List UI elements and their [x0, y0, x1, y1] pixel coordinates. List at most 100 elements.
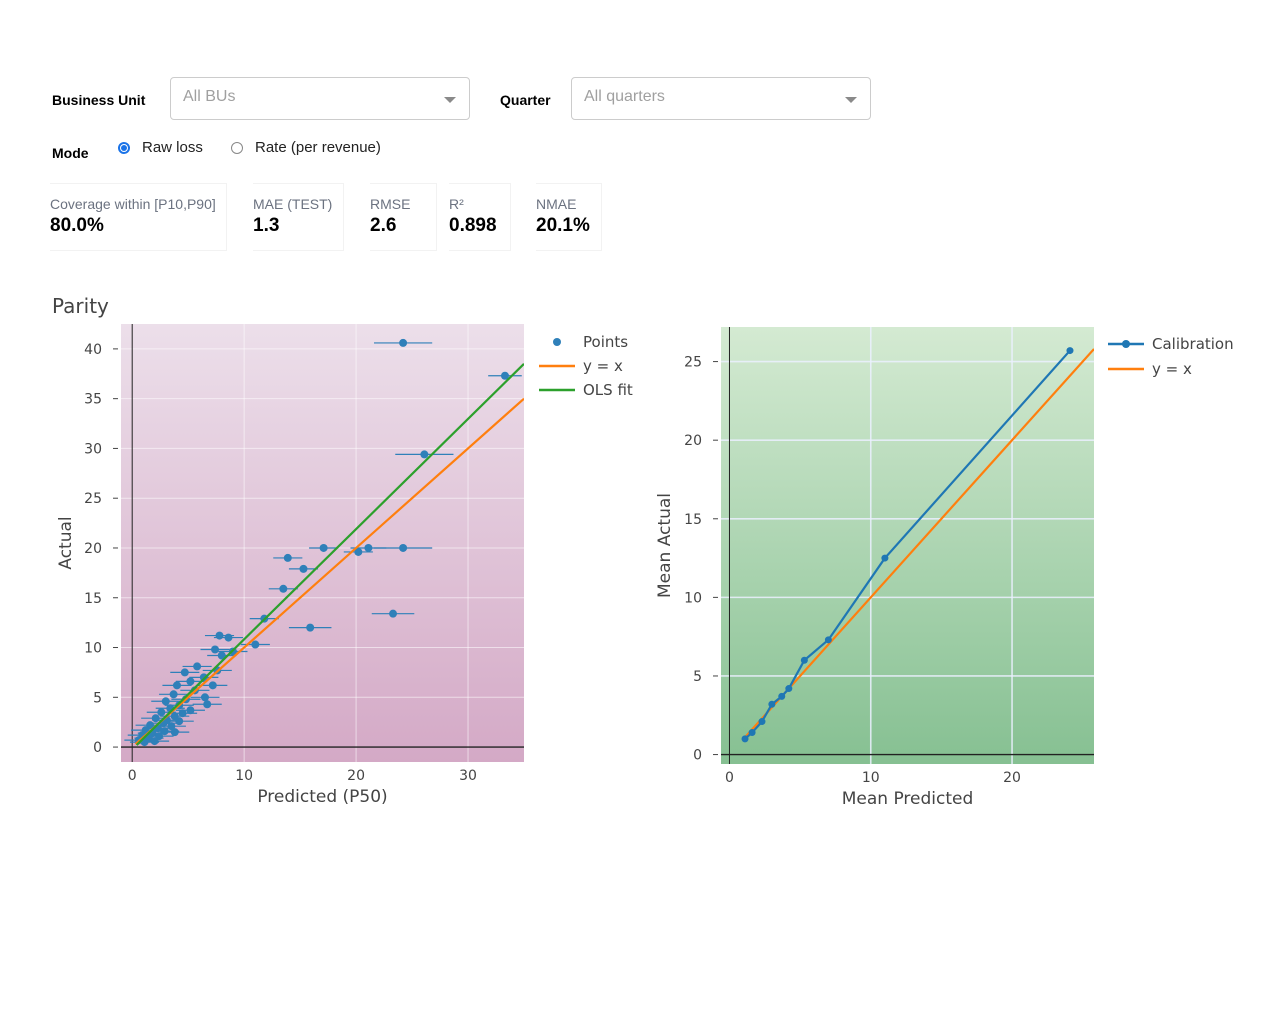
data-point — [160, 727, 169, 736]
x-tick-label: 10 — [862, 770, 880, 786]
y-tick-label: 5 — [693, 669, 702, 685]
data-point — [224, 633, 233, 642]
mode-label: Mode — [52, 145, 89, 161]
y-tick-label: 20 — [684, 433, 702, 449]
kpi-label: MAE (TEST) — [253, 196, 333, 212]
data-point — [399, 543, 408, 552]
mode-option-rate[interactable]: Rate (per revenue) — [231, 139, 381, 156]
x-tick-label: 0 — [725, 770, 734, 786]
kpi-value: 0.898 — [449, 215, 497, 236]
y-tick-label: 10 — [84, 641, 102, 657]
calibration-point — [778, 692, 786, 700]
plot-background — [721, 327, 1094, 764]
data-point — [500, 371, 509, 380]
kpi-value: 20.1% — [536, 215, 590, 236]
data-point — [175, 717, 184, 726]
y-tick-label: 25 — [84, 491, 102, 507]
data-point — [399, 338, 408, 347]
data-point — [215, 631, 224, 640]
data-point — [364, 543, 373, 552]
data-point — [151, 714, 160, 723]
identity-line — [742, 348, 1094, 740]
x-axis-label: Predicted (P50) — [257, 787, 387, 807]
radio-selected-icon[interactable] — [118, 141, 130, 154]
data-point — [306, 623, 315, 632]
y-tick-label: 20 — [84, 541, 102, 557]
y-tick-label: 10 — [684, 590, 702, 606]
legend-label: OLS fit — [583, 381, 633, 399]
data-point — [161, 697, 170, 706]
data-point — [203, 700, 212, 709]
data-point — [420, 450, 429, 459]
y-tick-label: 0 — [693, 748, 702, 764]
kpi-card-coverage: Coverage within [P10,P90] 80.0% — [50, 183, 227, 251]
data-point — [180, 668, 189, 677]
data-point — [354, 547, 363, 556]
business-unit-placeholder: All BUs — [183, 88, 236, 105]
data-point — [193, 662, 202, 671]
x-tick-label: 10 — [235, 768, 253, 784]
data-point — [208, 681, 217, 690]
calibration-point — [785, 685, 793, 693]
kpi-value: 1.3 — [253, 215, 280, 236]
calibration-point — [741, 735, 749, 743]
y-axis-label: Actual — [56, 516, 76, 569]
kpi-label: Coverage within [P10,P90] — [50, 196, 216, 212]
y-tick-label: 0 — [93, 740, 102, 756]
mode-option-raw-loss-label: Raw loss — [142, 139, 203, 156]
data-point — [211, 645, 220, 654]
data-point — [167, 722, 176, 731]
x-tick-label: 0 — [128, 768, 137, 784]
calibration-point — [800, 656, 808, 664]
kpi-label: NMAE — [536, 196, 577, 212]
y-tick-label: 5 — [93, 690, 102, 706]
plot-background — [121, 324, 524, 762]
chevron-down-icon — [845, 97, 857, 103]
data-point — [178, 709, 187, 718]
data-point — [169, 690, 178, 699]
data-point — [150, 737, 159, 746]
calibration-point — [824, 636, 832, 644]
legend-label: Calibration — [1152, 335, 1234, 353]
data-point — [319, 543, 328, 552]
x-tick-label: 30 — [459, 768, 477, 784]
quarter-placeholder: All quarters — [584, 88, 665, 105]
data-point — [199, 673, 208, 682]
kpi-label: RMSE — [370, 196, 411, 212]
calibration-point — [768, 700, 776, 708]
chevron-down-icon — [444, 97, 456, 103]
data-point — [217, 651, 226, 660]
ols-fit-line — [135, 363, 524, 746]
calibration-plot-area — [741, 347, 1094, 743]
data-point — [157, 708, 166, 717]
radio-unselected-icon[interactable] — [231, 141, 243, 154]
quarter-label: Quarter — [500, 92, 551, 108]
business-unit-dropdown[interactable]: All BUs — [170, 77, 470, 120]
data-point — [186, 706, 195, 715]
calibration-point — [1066, 347, 1074, 355]
y-tick-label: 30 — [84, 441, 102, 457]
data-point — [172, 681, 181, 690]
data-point — [186, 677, 195, 686]
y-axis-label: Mean Actual — [655, 493, 675, 598]
quarter-dropdown[interactable]: All quarters — [571, 77, 871, 120]
x-tick-label: 20 — [347, 768, 365, 784]
data-point — [299, 564, 308, 573]
mode-option-rate-label: Rate (per revenue) — [255, 139, 381, 156]
calibration-point — [881, 554, 889, 562]
x-tick-label: 20 — [1003, 770, 1021, 786]
kpi-card-r2: R² 0.898 — [449, 183, 511, 251]
kpi-card-mae: MAE (TEST) 1.3 — [253, 183, 344, 251]
calibration-point — [748, 729, 756, 737]
business-unit-label: Business Unit — [52, 92, 146, 108]
calibration-line — [744, 349, 1071, 740]
legend-marker — [553, 338, 561, 346]
data-point — [200, 693, 209, 702]
data-point — [279, 584, 288, 593]
kpi-value: 2.6 — [370, 215, 397, 236]
data-point — [283, 553, 292, 562]
kpi-label: R² — [449, 196, 464, 212]
mode-option-raw-loss[interactable]: Raw loss — [118, 139, 203, 156]
data-point — [251, 640, 260, 649]
